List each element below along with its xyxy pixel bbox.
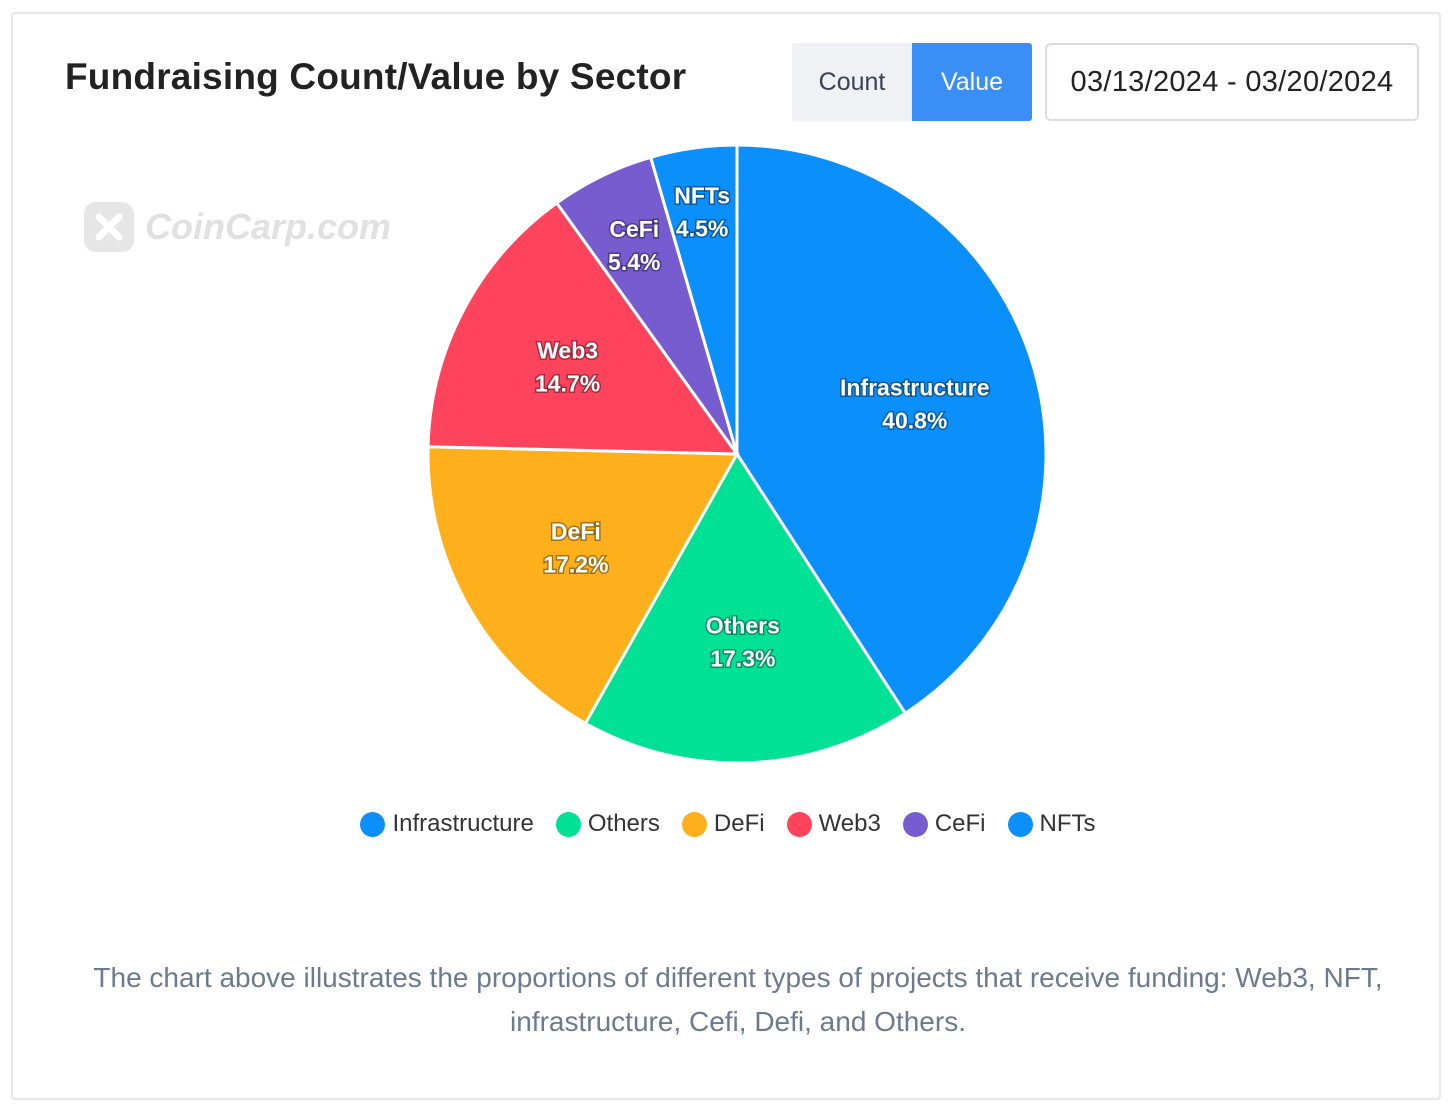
legend-marker	[360, 811, 386, 837]
chart-card: Fundraising Count/Value by Sector Count …	[11, 12, 1441, 1100]
watermark-text: CoinCarp.com	[145, 206, 392, 247]
legend-label: Web3	[818, 810, 881, 837]
count-value-toggle: Count Value	[792, 43, 1032, 121]
chart-legend: Infrastructure Others DeFi Web3 CeFi NFTs	[13, 810, 1443, 838]
legend-label: CeFi	[934, 810, 986, 837]
count-button[interactable]: Count	[792, 43, 912, 121]
slice-label-web3: Web3	[537, 338, 598, 364]
legend-marker	[555, 811, 581, 837]
slice-value-nfts: 4.5%	[676, 215, 728, 241]
legend-item-infrastructure[interactable]: Infrastructure	[360, 810, 534, 838]
legend-label: Others	[587, 810, 660, 837]
slice-value-infrastructure: 40.8%	[882, 407, 947, 433]
slice-label-infrastructure: Infrastructure	[840, 374, 990, 400]
slice-label-others: Others	[706, 612, 780, 638]
legend-marker	[902, 811, 928, 837]
pie-chart: Infrastructure 40.8% Others 17.3% DeFi 17.2% W…	[426, 143, 1048, 765]
pie-slice-others[interactable]	[583, 451, 908, 765]
slice-value-cefi: 5.4%	[608, 249, 660, 275]
date-range-picker[interactable]: 03/13/2024 - 03/20/2024	[1045, 43, 1419, 121]
chart-caption: The chart above illustrates the proporti…	[93, 962, 1383, 1037]
slice-value-web3: 14.7%	[535, 371, 600, 397]
legend-item-others[interactable]: Others	[555, 810, 660, 838]
legend-marker	[786, 811, 812, 837]
legend-marker	[681, 811, 707, 837]
slice-label-defi: DeFi	[551, 519, 601, 545]
legend-label: DeFi	[713, 810, 765, 837]
legend-marker	[1007, 811, 1033, 837]
slice-label-cefi: CeFi	[609, 216, 659, 242]
pie-slice-defi[interactable]	[426, 445, 740, 726]
value-button[interactable]: Value	[912, 43, 1032, 121]
slice-label-nfts: NFTs	[674, 182, 730, 208]
legend-item-defi[interactable]: DeFi	[681, 810, 765, 838]
pie-slice-web3[interactable]	[426, 200, 740, 456]
legend-item-cefi[interactable]: CeFi	[902, 810, 986, 838]
legend-item-web3[interactable]: Web3	[786, 810, 881, 838]
page-title: Fundraising Count/Value by Sector	[65, 56, 687, 97]
legend-item-nfts[interactable]: NFTs	[1007, 810, 1096, 838]
coincarp-logo-icon	[84, 202, 134, 252]
slice-value-others: 17.3%	[710, 645, 775, 671]
pie-slice-nfts[interactable]	[648, 143, 739, 455]
legend-label: NFTs	[1039, 810, 1096, 837]
legend-label: Infrastructure	[392, 810, 534, 837]
watermark: CoinCarp.com	[83, 201, 391, 253]
slice-value-defi: 17.2%	[543, 552, 608, 578]
